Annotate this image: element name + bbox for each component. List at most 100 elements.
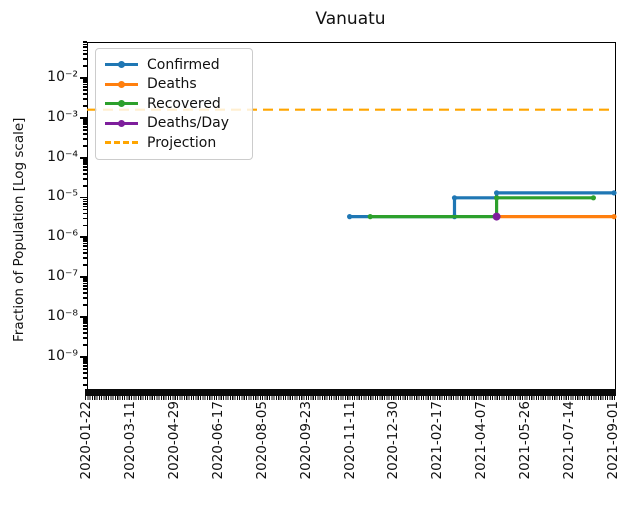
y-minor-tick — [83, 202, 87, 205]
x-tick-label: 2020-08-05 — [253, 401, 270, 480]
chart-title: Vanuatu — [315, 9, 386, 29]
y-minor-tick — [83, 224, 87, 227]
y-minor-tick — [83, 89, 87, 92]
x-tick-label: 2021-02-17 — [429, 401, 446, 480]
legend-item-recovered: Recovered — [105, 94, 243, 114]
y-minor-tick — [83, 357, 87, 360]
x-tick-label: 2020-01-22 — [78, 401, 94, 480]
y-major-tick — [80, 355, 87, 358]
legend-marker-dot-icon — [118, 61, 125, 69]
y-minor-tick — [83, 160, 87, 163]
y-minor-tick — [83, 285, 87, 287]
y-minor-tick — [83, 138, 87, 140]
y-minor-tick — [83, 217, 87, 220]
y-minor-tick — [83, 83, 87, 86]
y-minor-tick — [83, 129, 87, 131]
y-major-tick — [80, 77, 87, 79]
y-minor-tick — [83, 172, 87, 175]
y-minor-tick — [83, 46, 87, 49]
series-marker-confirmed — [347, 214, 353, 220]
y-minor-tick — [83, 163, 87, 165]
y-tick-label: 10⁻⁶ — [47, 228, 78, 245]
y-minor-tick — [83, 58, 87, 61]
legend-line-sample-icon — [105, 116, 138, 130]
y-minor-tick — [83, 292, 87, 294]
y-minor-tick — [83, 41, 87, 44]
x-tick-label: 2021-04-07 — [473, 401, 490, 480]
x-tick-label: 2020-11-11 — [341, 401, 358, 480]
legend-label: Deaths/Day — [147, 115, 229, 132]
legend-item-projection: Projection — [105, 133, 243, 153]
y-major-tick — [80, 117, 87, 119]
series-line-recovered — [368, 196, 595, 219]
y-major-tick — [80, 196, 87, 199]
y-minor-tick — [83, 383, 87, 386]
y-minor-tick — [83, 264, 87, 267]
y-minor-tick — [83, 205, 87, 208]
series-marker-confirmed — [611, 190, 617, 196]
y-major-tick — [80, 316, 87, 318]
y-minor-tick — [83, 53, 87, 56]
y-minor-tick — [83, 328, 87, 330]
y-minor-tick — [83, 318, 87, 320]
y-minor-tick — [83, 105, 87, 107]
y-minor-tick — [83, 119, 87, 121]
y-minor-tick — [83, 165, 87, 168]
y-minor-tick — [83, 320, 87, 322]
y-tick-label: 10⁻⁵ — [47, 188, 78, 205]
y-minor-tick — [83, 245, 87, 248]
y-minor-tick — [83, 304, 87, 306]
y-minor-tick — [83, 371, 87, 374]
y-minor-tick — [83, 240, 87, 243]
y-minor-tick — [83, 86, 87, 88]
y-minor-tick — [83, 248, 87, 251]
y-minor-tick — [83, 288, 87, 291]
y-minor-tick — [83, 145, 87, 147]
legend-line-icon — [105, 140, 138, 144]
legend-item-deaths: Deaths — [105, 75, 243, 95]
x-tick-label: 2021-05-26 — [517, 401, 534, 480]
y-minor-tick — [83, 169, 87, 171]
y-minor-tick — [83, 43, 87, 46]
x-axis-tick-band-dots — [85, 396, 616, 400]
y-minor-tick — [83, 367, 87, 370]
y-tick-label: 10⁻⁴ — [47, 148, 78, 165]
y-tick-label: 10⁻³ — [47, 108, 78, 125]
legend-marker-dot-icon — [118, 100, 125, 108]
legend-label: Confirmed — [147, 56, 220, 73]
y-minor-tick — [83, 212, 87, 215]
y-tick-label: 10⁻⁸ — [47, 307, 78, 324]
x-tick-label: 2020-12-30 — [385, 401, 402, 480]
y-minor-tick — [83, 280, 87, 282]
y-minor-tick — [83, 344, 87, 346]
series-marker-deaths — [611, 214, 617, 220]
y-minor-tick — [83, 252, 87, 255]
y-minor-tick — [83, 362, 87, 364]
y-tick-label: 10⁻⁹ — [47, 347, 78, 364]
y-major-tick — [80, 276, 87, 278]
series-marker-recovered — [590, 195, 596, 201]
y-minor-tick — [83, 79, 87, 81]
y-tick-label: 10⁻² — [47, 69, 78, 86]
legend: Confirmed Deaths Recovered Deaths/Day Projec… — [95, 48, 253, 160]
y-minor-tick — [83, 332, 87, 334]
y-minor-tick — [83, 278, 87, 280]
y-minor-tick — [83, 121, 87, 123]
y-minor-tick — [83, 297, 87, 299]
legend-line-sample-icon — [105, 97, 138, 111]
y-minor-tick — [83, 126, 87, 128]
y-minor-tick — [83, 177, 87, 180]
y-minor-tick — [83, 257, 87, 260]
y-minor-tick — [83, 123, 87, 126]
y-minor-tick — [83, 364, 87, 367]
series-marker-confirmed — [494, 190, 500, 196]
legend-label: Projection — [147, 134, 217, 151]
y-minor-tick — [83, 65, 87, 68]
x-tick-label: 2021-09-01 — [605, 401, 621, 480]
y-minor-tick — [83, 158, 87, 161]
y-minor-tick — [83, 98, 87, 100]
series-marker-confirmed — [451, 195, 458, 201]
legend-line-sample-icon — [105, 136, 138, 150]
legend-marker-dot-icon — [118, 119, 125, 127]
